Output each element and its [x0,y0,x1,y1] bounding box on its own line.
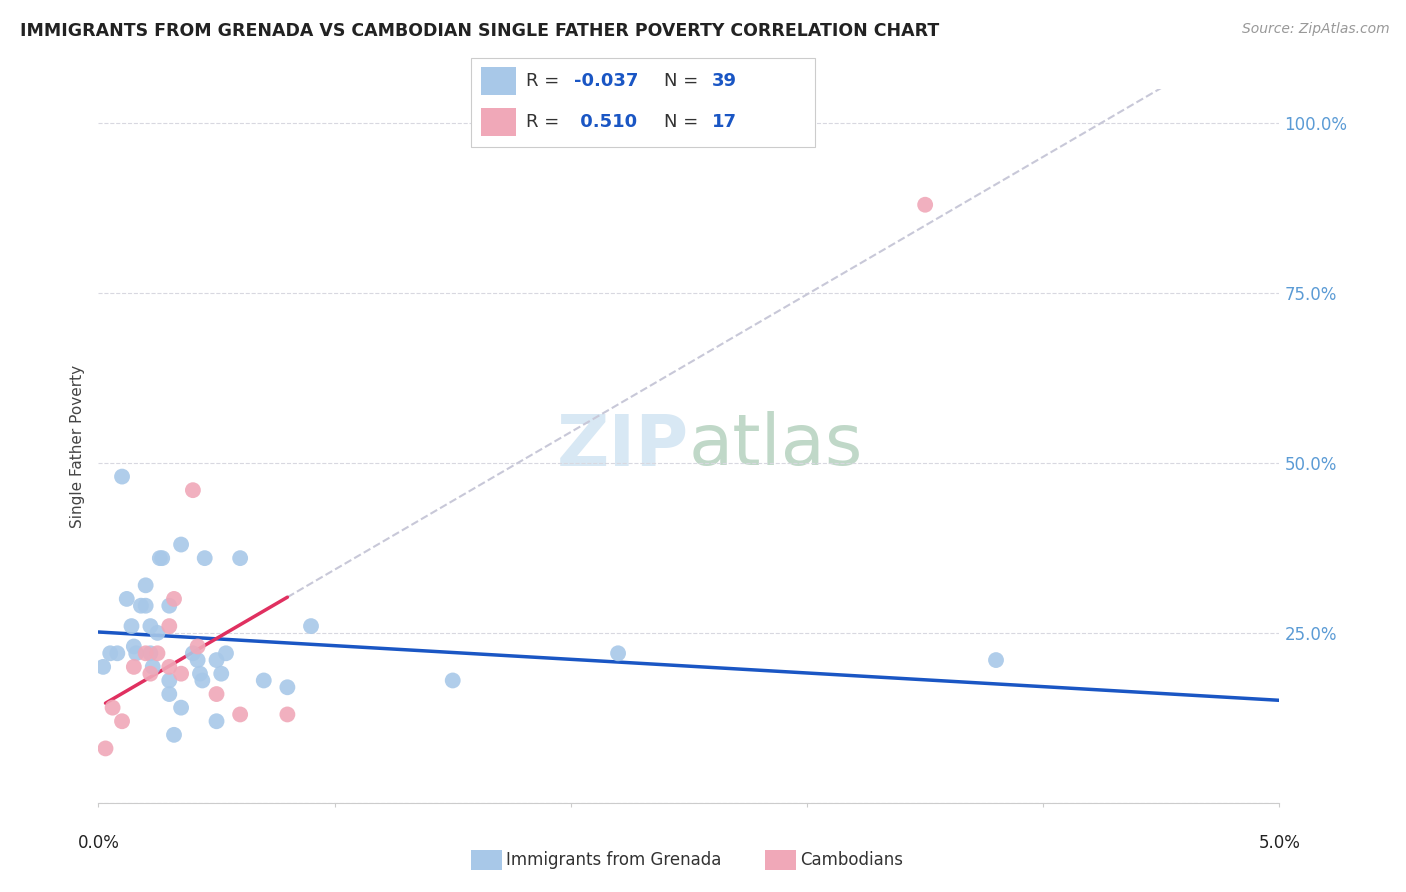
Point [139,666,162,681]
Point [111,714,134,729]
Point [157,599,180,613]
Y-axis label: Single Father Poverty: Single Father Poverty [70,365,86,527]
Point [129,599,152,613]
Text: -0.037: -0.037 [575,72,638,90]
Point [135,578,157,592]
Point [139,619,162,633]
Point [157,687,180,701]
Point [229,551,252,566]
Point [91,660,114,674]
Point [157,660,180,674]
Point [135,646,157,660]
Text: atlas: atlas [689,411,863,481]
Point [121,619,143,633]
Point [188,666,211,681]
Text: R =: R = [526,72,565,90]
Point [115,591,138,606]
Point [101,700,124,714]
Point [149,551,172,566]
Text: 39: 39 [713,72,737,90]
FancyBboxPatch shape [481,67,516,95]
Text: ZIP: ZIP [557,411,689,481]
Point [205,687,228,701]
Point [205,714,228,729]
Point [157,673,180,688]
Point [146,626,169,640]
Text: 0.510: 0.510 [575,113,637,131]
Point [150,551,173,566]
Point [122,640,145,654]
Point [276,707,298,722]
Point [984,653,1007,667]
Text: 17: 17 [713,113,737,131]
Point [191,673,214,688]
Text: Immigrants from Grenada: Immigrants from Grenada [506,851,721,869]
Text: R =: R = [526,113,565,131]
FancyBboxPatch shape [481,108,516,136]
Point [914,198,936,212]
Point [441,673,464,688]
Point [170,537,193,551]
Text: Cambodians: Cambodians [800,851,903,869]
Point [205,653,228,667]
Text: N =: N = [664,72,704,90]
Point [98,646,121,660]
Point [187,640,209,654]
Point [142,660,165,674]
Text: 0.0%: 0.0% [77,834,120,852]
Text: IMMIGRANTS FROM GRENADA VS CAMBODIAN SINGLE FATHER POVERTY CORRELATION CHART: IMMIGRANTS FROM GRENADA VS CAMBODIAN SIN… [20,22,939,40]
Point [170,666,193,681]
Point [135,599,157,613]
FancyBboxPatch shape [471,58,815,147]
Point [105,646,128,660]
Point [229,707,252,722]
Point [187,653,209,667]
Point [253,673,276,688]
Point [125,646,148,660]
Point [163,728,186,742]
Point [170,700,193,714]
Point [194,551,217,566]
Text: 5.0%: 5.0% [1258,834,1301,852]
Text: Source: ZipAtlas.com: Source: ZipAtlas.com [1241,22,1389,37]
Point [139,646,162,660]
Point [181,646,204,660]
Point [181,483,204,498]
Point [111,469,134,483]
Point [157,619,180,633]
Point [276,680,298,694]
Point [607,646,630,660]
Point [146,646,169,660]
Point [122,660,145,674]
Point [209,666,232,681]
Point [94,741,117,756]
Text: N =: N = [664,113,704,131]
Point [163,591,186,606]
Point [215,646,238,660]
Point [299,619,322,633]
